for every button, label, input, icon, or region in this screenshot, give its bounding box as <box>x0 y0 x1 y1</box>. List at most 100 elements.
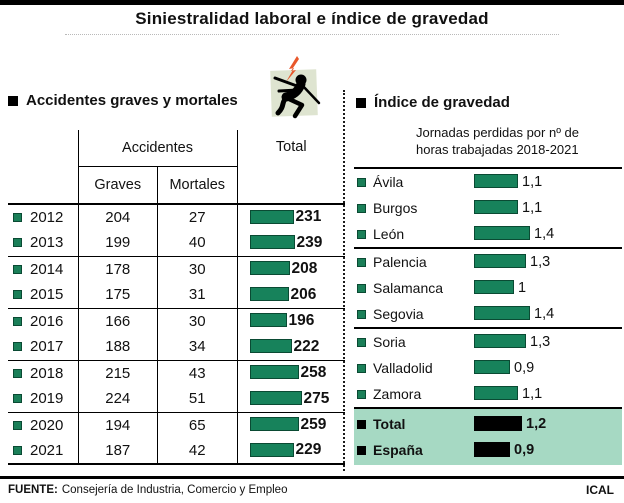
province-label: León <box>373 226 405 242</box>
source-label: FUENTE: <box>8 484 58 496</box>
index-bar <box>474 226 530 240</box>
year-label: 2012 <box>30 209 64 226</box>
year-bullet-icon <box>13 264 22 274</box>
index-value: 0,9 <box>514 360 535 376</box>
total-cell: 196 <box>237 308 345 334</box>
top-rule <box>0 0 624 5</box>
total-bar <box>249 261 290 276</box>
table-row: 2016 166 30 196 <box>8 308 345 334</box>
year-cell: 2020 <box>8 412 79 438</box>
index-value: 1,1 <box>522 386 543 402</box>
graves-value: 178 <box>78 256 158 282</box>
year-label: 2013 <box>30 234 64 252</box>
total-cell: 258 <box>237 360 345 386</box>
year-label: 2014 <box>30 260 64 278</box>
table-row: 2017 188 34 222 <box>8 334 345 361</box>
total-value: 239 <box>296 233 323 251</box>
year-label: 2019 <box>30 390 64 408</box>
graves-value: 175 <box>78 282 158 309</box>
year-cell: 2014 <box>8 256 79 282</box>
province-label: Valladolid <box>373 360 433 376</box>
province-group: Soria 1,3 Valladolid 0,9 Zamora 1,1 <box>354 329 622 409</box>
total-value: 196 <box>288 312 315 330</box>
espana-index-bar <box>474 441 510 457</box>
total-value: 222 <box>293 337 320 355</box>
mortales-value: 40 <box>157 230 238 257</box>
province-label: Zamora <box>373 386 422 402</box>
province-label: Segovia <box>373 306 424 322</box>
year-label: 2018 <box>30 364 64 382</box>
year-cell: 2021 <box>8 438 79 465</box>
index-value: 1,1 <box>522 200 543 216</box>
year-bullet-icon <box>13 420 22 430</box>
total-value: 258 <box>300 364 327 382</box>
province-row: Burgos 1,1 <box>357 195 622 221</box>
total-column-header: Total <box>237 130 345 205</box>
mortales-value: 65 <box>157 412 238 438</box>
province-bullet-icon <box>357 363 366 373</box>
province-bullet-icon <box>357 229 366 239</box>
index-value: 1 <box>518 280 527 296</box>
electrocuted-person-icon <box>270 56 321 119</box>
mortales-column-header: Mortales <box>157 166 238 205</box>
total-bar <box>249 234 295 249</box>
total-cell: 275 <box>237 386 345 413</box>
graves-value: 204 <box>78 204 158 230</box>
mortales-value: 30 <box>157 308 238 334</box>
total-bar <box>249 286 289 301</box>
total-cell: 239 <box>237 230 345 257</box>
year-bullet-icon <box>13 342 22 352</box>
right-section-title: Índice de gravedad <box>374 94 510 111</box>
index-value: 1,4 <box>534 306 555 322</box>
graves-value: 188 <box>78 334 158 361</box>
index-bar <box>474 254 526 268</box>
mortales-value: 43 <box>157 360 238 386</box>
province-label: Burgos <box>373 200 418 216</box>
table-row: 2018 215 43 258 <box>8 360 345 386</box>
table-row: 2019 224 51 275 <box>8 386 345 413</box>
mortales-value: 31 <box>157 282 238 309</box>
accidents-group-header: Accidentes <box>78 130 238 167</box>
graves-value: 224 <box>78 386 158 413</box>
subtitle-line-1: Jornadas perdidas por nº de <box>416 125 580 140</box>
province-row: Salamanca 1 <box>357 275 622 301</box>
total-cell: 222 <box>237 334 345 361</box>
year-label: 2021 <box>30 442 64 459</box>
year-cell: 2019 <box>8 386 79 413</box>
year-cell: 2015 <box>8 282 79 309</box>
total-bullet-icon <box>357 419 366 429</box>
square-bullet-icon <box>356 97 366 108</box>
total-bar <box>249 442 294 457</box>
total-value: 206 <box>290 285 317 303</box>
total-index-bar <box>474 415 522 431</box>
table-row: 2013 199 40 239 <box>8 230 345 257</box>
table-row: 2020 194 65 259 <box>8 412 345 438</box>
year-cell: 2016 <box>8 308 79 334</box>
province-label: Salamanca <box>373 280 444 296</box>
graves-value: 194 <box>78 412 158 438</box>
source-text: Consejería de Industria, Comercio y Empl… <box>61 484 288 496</box>
severity-index-subtitle: Jornadas perdidas por nº de horas trabaj… <box>416 124 622 158</box>
total-value: 259 <box>300 416 327 434</box>
province-row: León 1,4 <box>357 221 622 247</box>
total-value: 275 <box>303 389 330 407</box>
espana-label: España <box>373 442 423 458</box>
year-bullet-icon <box>13 446 22 455</box>
index-value: 1,3 <box>530 254 551 270</box>
graves-column-header: Graves <box>78 166 158 205</box>
index-value: 1,1 <box>522 174 543 190</box>
year-label: 2016 <box>30 312 64 330</box>
year-cell: 2017 <box>8 334 79 361</box>
year-label: 2020 <box>30 416 64 434</box>
province-label: Palencia <box>373 254 427 270</box>
province-bullet-icon <box>357 309 366 319</box>
total-cell: 231 <box>237 204 345 230</box>
page-title: Siniestralidad laboral e índice de grave… <box>65 9 559 35</box>
total-bar <box>249 417 299 432</box>
section-divider <box>343 90 345 471</box>
mortales-value: 42 <box>157 438 238 465</box>
province-row: Palencia 1,3 <box>357 249 622 275</box>
total-bar <box>249 338 292 353</box>
province-row: Segovia 1,4 <box>357 301 622 327</box>
province-row: Zamora 1,1 <box>357 381 622 407</box>
